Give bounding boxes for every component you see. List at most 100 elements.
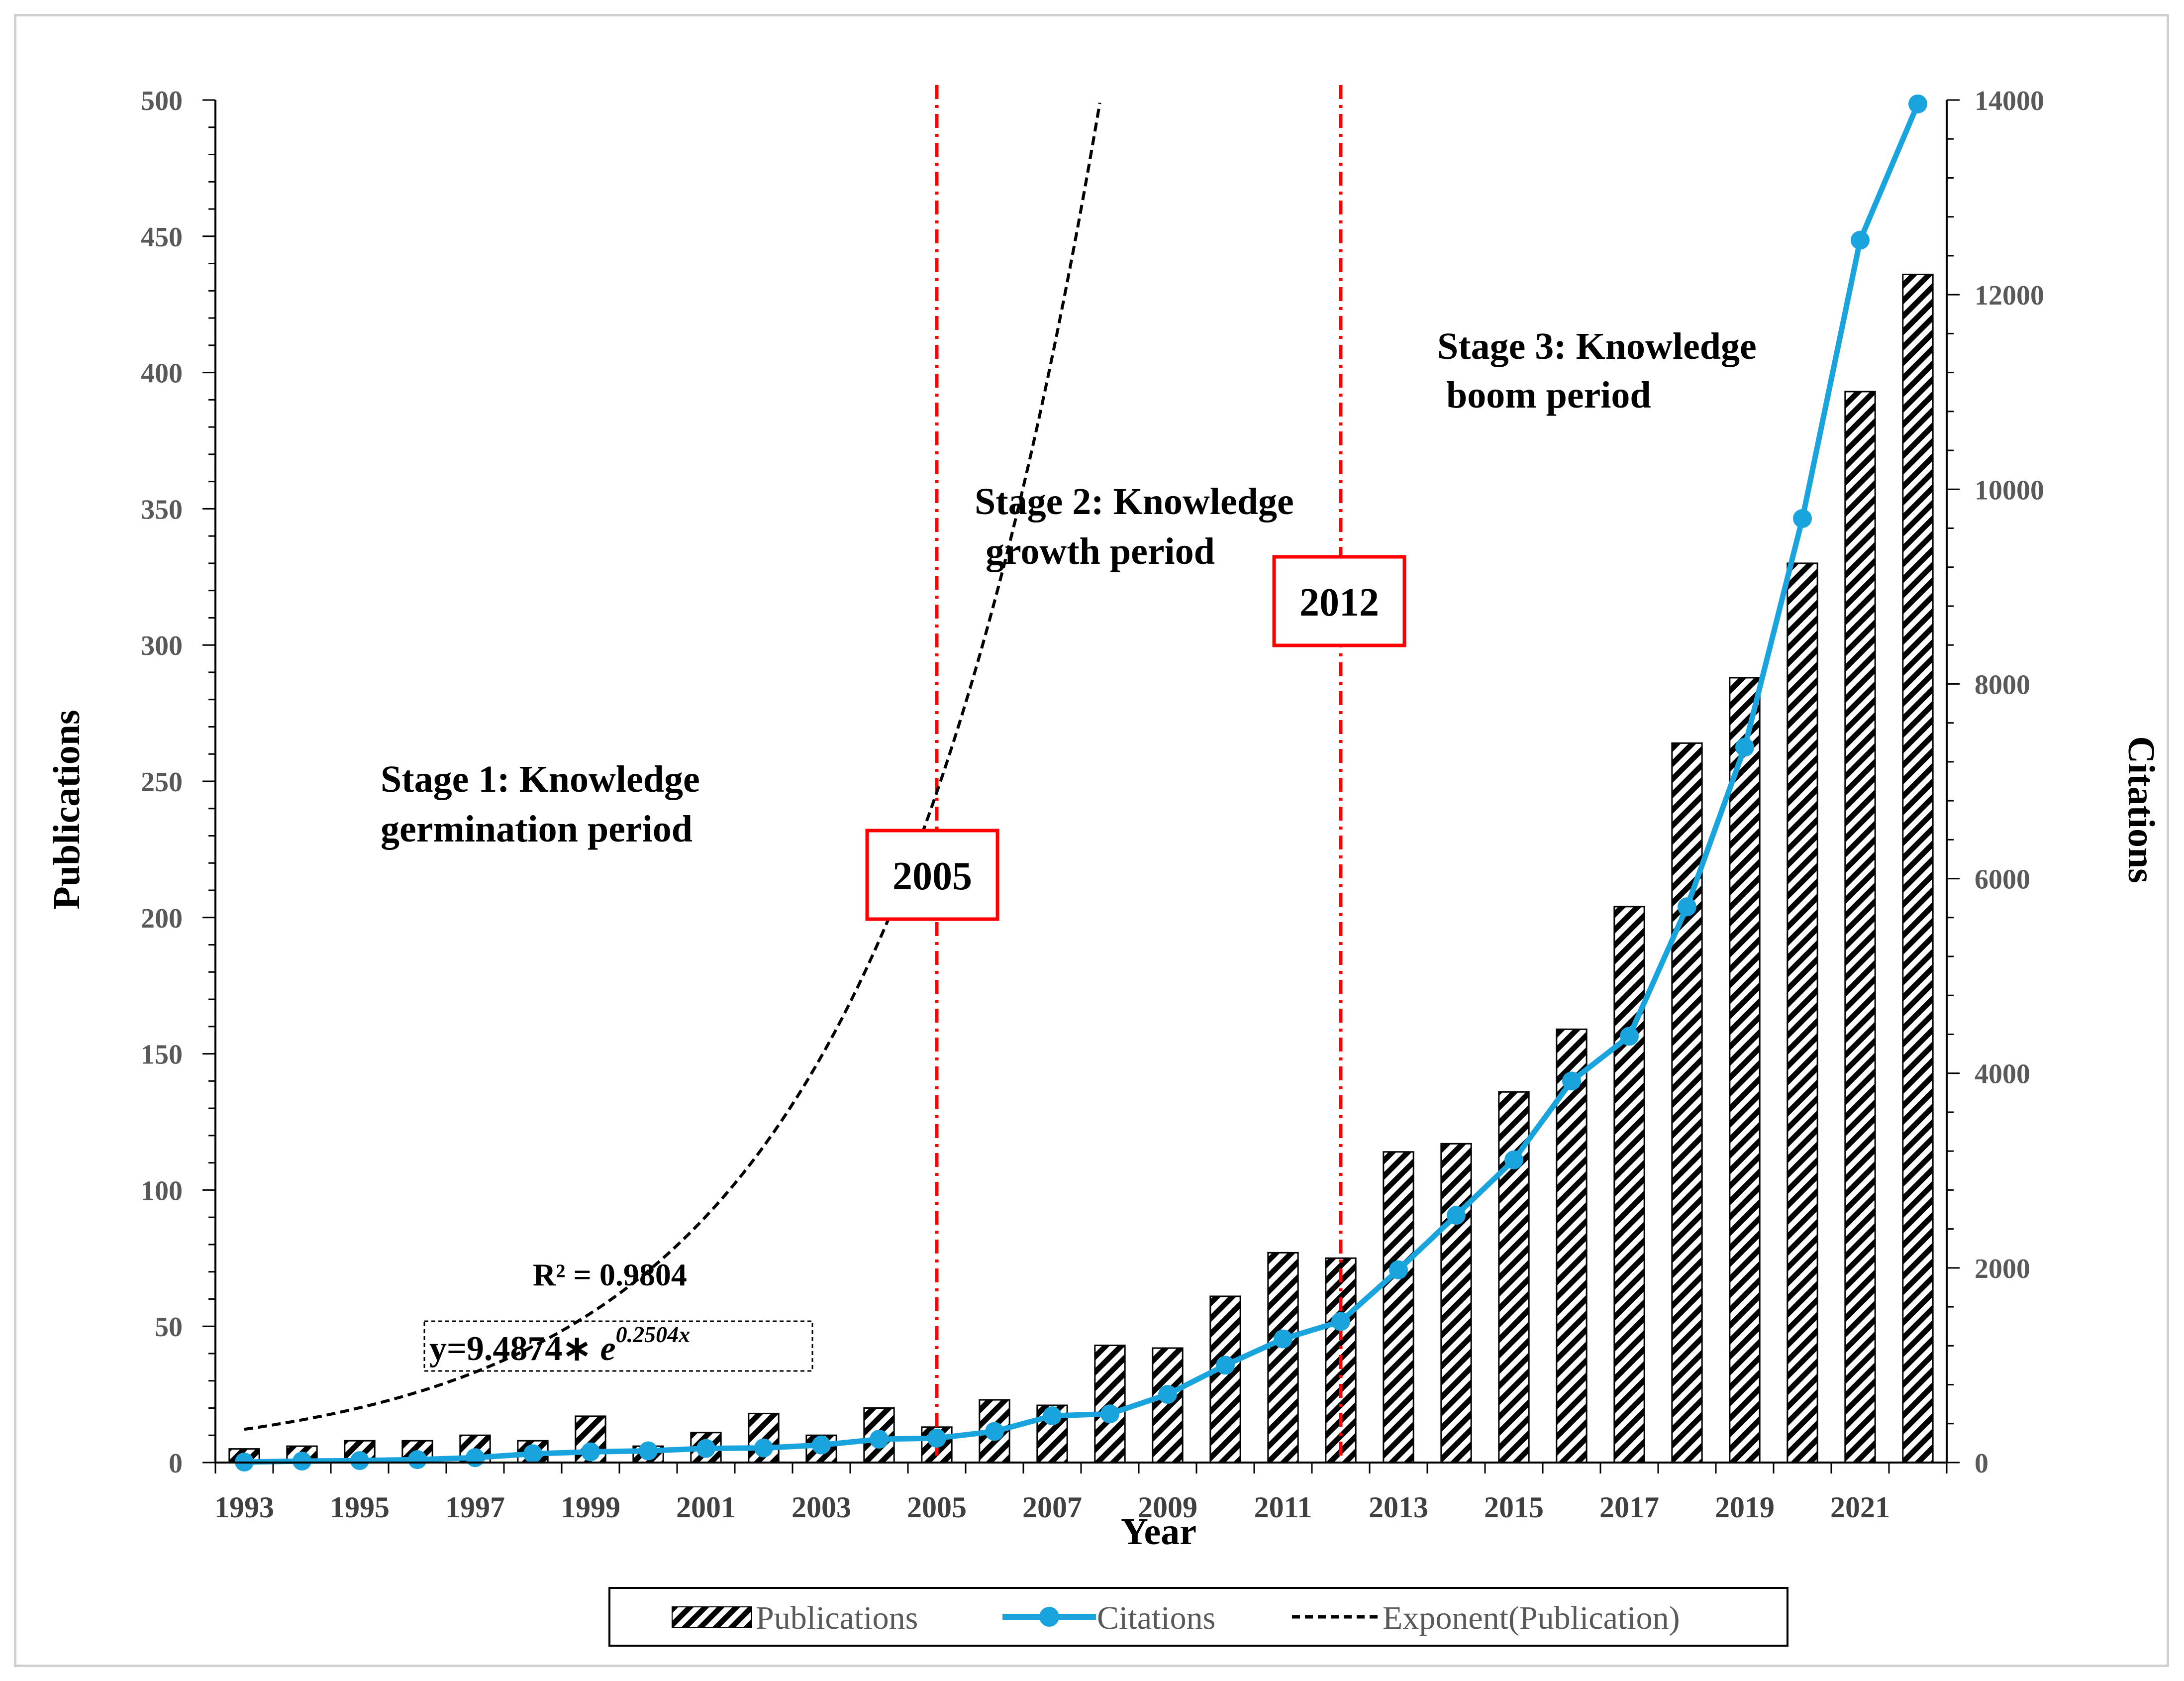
bar-publications-2020 bbox=[1787, 562, 1818, 1464]
y-tick-label-150: 150 bbox=[141, 1040, 183, 1070]
line-citations bbox=[244, 103, 1921, 1465]
stage-1-line-2: germination period bbox=[381, 808, 693, 850]
point-citations-2010 bbox=[1216, 1356, 1235, 1375]
point-citations-2007 bbox=[1043, 1406, 1062, 1426]
x-tick-label-2017: 2017 bbox=[1599, 1491, 1659, 1524]
x-tick-label-2003: 2003 bbox=[792, 1491, 851, 1524]
bar-publications-2015 bbox=[1498, 1091, 1530, 1464]
legend-publications-label: Publications bbox=[756, 1600, 918, 1636]
point-citations-2001 bbox=[696, 1439, 715, 1458]
x-tick-label-2009: 2009 bbox=[1138, 1491, 1197, 1524]
point-citations-2000 bbox=[639, 1441, 658, 1461]
equation-exponent: 0.2504x bbox=[616, 1322, 691, 1347]
x-tick-label-2007: 2007 bbox=[1022, 1491, 1082, 1524]
y-tick-label-500: 500 bbox=[141, 86, 183, 116]
y2-axis-title: Citations bbox=[2120, 736, 2162, 883]
point-citations-2019 bbox=[1735, 737, 1754, 757]
bar-publications-2013 bbox=[1383, 1151, 1414, 1464]
y-axis-title: Publications bbox=[46, 710, 88, 909]
x-tick-label-2001: 2001 bbox=[676, 1491, 736, 1524]
x-tick-label-1999: 1999 bbox=[561, 1491, 620, 1524]
year-box-2005 bbox=[865, 829, 999, 921]
legend-exponent-label: Exponent(Publication) bbox=[1383, 1600, 1680, 1636]
chart-frame: 0 50 100 150 200 250 300 350 400 450 500 0 2000 4000 6… bbox=[14, 14, 2169, 1667]
bar-publications-2010 bbox=[1209, 1295, 1241, 1464]
bar-publications-2018 bbox=[1671, 742, 1703, 1464]
y2-tick-label-12000: 12000 bbox=[1975, 280, 2044, 311]
equation-base: e bbox=[600, 1330, 616, 1368]
y2-tick-label-6000: 6000 bbox=[1975, 864, 2030, 895]
x-tick-label-2019: 2019 bbox=[1715, 1491, 1775, 1524]
point-citations-2021 bbox=[1851, 230, 1870, 250]
year-box-2005-label: 2005 bbox=[893, 854, 972, 898]
point-citations-2002 bbox=[754, 1438, 773, 1458]
point-citations-1995 bbox=[350, 1451, 369, 1471]
legend: Publications Citations Exponent(Publicat… bbox=[608, 1587, 1788, 1647]
y-tick-label-450: 450 bbox=[141, 222, 183, 253]
x-tick-label-2015: 2015 bbox=[1484, 1491, 1544, 1524]
stage-2-line-2: growth period bbox=[986, 530, 1215, 572]
legend-box bbox=[608, 1587, 1788, 1647]
x-tick-label-2021: 2021 bbox=[1830, 1491, 1890, 1524]
point-citations-2013 bbox=[1389, 1260, 1408, 1279]
point-citations-2020 bbox=[1793, 509, 1812, 528]
stage-3-line-1: Stage 3: Knowledge bbox=[1437, 325, 1757, 367]
x-tick-label-1997: 1997 bbox=[445, 1491, 505, 1524]
point-citations-2009 bbox=[1158, 1385, 1177, 1404]
stage-2-line-1: Stage 2: Knowledge bbox=[975, 481, 1294, 523]
bar-publications-2017 bbox=[1613, 906, 1645, 1464]
point-citations-2006 bbox=[985, 1422, 1004, 1441]
bar-publications-2009 bbox=[1152, 1347, 1184, 1464]
y2-tick-label-2000: 2000 bbox=[1975, 1254, 2030, 1284]
y-tick-label-350: 350 bbox=[141, 494, 183, 525]
year-box-2012 bbox=[1272, 555, 1406, 647]
y-tick-label-250: 250 bbox=[141, 767, 183, 798]
y2-tick-label-10000: 10000 bbox=[1975, 475, 2044, 506]
x-tick-label-2005: 2005 bbox=[907, 1491, 967, 1524]
bar-publications-2021 bbox=[1844, 391, 1876, 1464]
stage-1-line-1: Stage 1: Knowledge bbox=[381, 758, 700, 800]
equation-box bbox=[423, 1320, 813, 1372]
y2-tick-label-0: 0 bbox=[1975, 1448, 1988, 1479]
point-citations-1994 bbox=[293, 1452, 311, 1471]
point-citations-2008 bbox=[1100, 1404, 1119, 1424]
legend-publications-swatch bbox=[672, 1606, 752, 1628]
bar-publications-2022 bbox=[1902, 273, 1934, 1464]
y-tick-label-100: 100 bbox=[141, 1175, 183, 1206]
point-citations-2015 bbox=[1504, 1150, 1523, 1169]
y-tick-label-0: 0 bbox=[169, 1448, 183, 1479]
stage-3-line-2: boom period bbox=[1446, 374, 1651, 416]
bar-publications-2016 bbox=[1556, 1028, 1588, 1464]
y-tick-label-200: 200 bbox=[141, 903, 183, 934]
point-citations-2018 bbox=[1678, 897, 1696, 917]
bar-publications-2008 bbox=[1094, 1345, 1126, 1464]
point-citations-2016 bbox=[1562, 1071, 1581, 1091]
point-citations-2011 bbox=[1274, 1329, 1292, 1349]
trendline-exponent bbox=[244, 103, 1101, 1431]
trend-equation: y=9.4874∗ e0.2504x bbox=[429, 1322, 690, 1368]
point-citations-2004 bbox=[870, 1430, 889, 1449]
y-tick-label-50: 50 bbox=[155, 1312, 183, 1343]
x-tick-label-2013: 2013 bbox=[1369, 1491, 1428, 1524]
equation-prefix: y=9.4874∗ bbox=[429, 1330, 600, 1368]
x-tick-label-1993: 1993 bbox=[214, 1491, 274, 1524]
bar-publications-2014 bbox=[1440, 1143, 1472, 1464]
y-tick-label-400: 400 bbox=[141, 358, 183, 389]
point-citations-2022 bbox=[1908, 94, 1927, 113]
point-citations-2012 bbox=[1331, 1312, 1350, 1331]
y2-tick-label-4000: 4000 bbox=[1975, 1059, 2030, 1090]
point-citations-2014 bbox=[1447, 1206, 1466, 1225]
point-citations-1998 bbox=[523, 1444, 542, 1464]
year-box-2012-label: 2012 bbox=[1299, 581, 1379, 625]
point-citations-1999 bbox=[581, 1442, 600, 1462]
point-citations-2017 bbox=[1620, 1027, 1639, 1046]
chart-svg: 0 50 100 150 200 250 300 350 400 450 500 0 2000 4000 6… bbox=[46, 85, 2162, 1647]
legend-citations-label: Citations bbox=[1097, 1600, 1215, 1636]
point-citations-1996 bbox=[408, 1450, 427, 1470]
bar-publications-2019 bbox=[1729, 677, 1761, 1464]
y-tick-label-300: 300 bbox=[141, 630, 183, 661]
x-axis-title: Year bbox=[1121, 1511, 1196, 1553]
bar-publications-2011 bbox=[1267, 1252, 1299, 1464]
x-tick-label-1995: 1995 bbox=[330, 1491, 390, 1524]
point-citations-1997 bbox=[466, 1448, 485, 1468]
